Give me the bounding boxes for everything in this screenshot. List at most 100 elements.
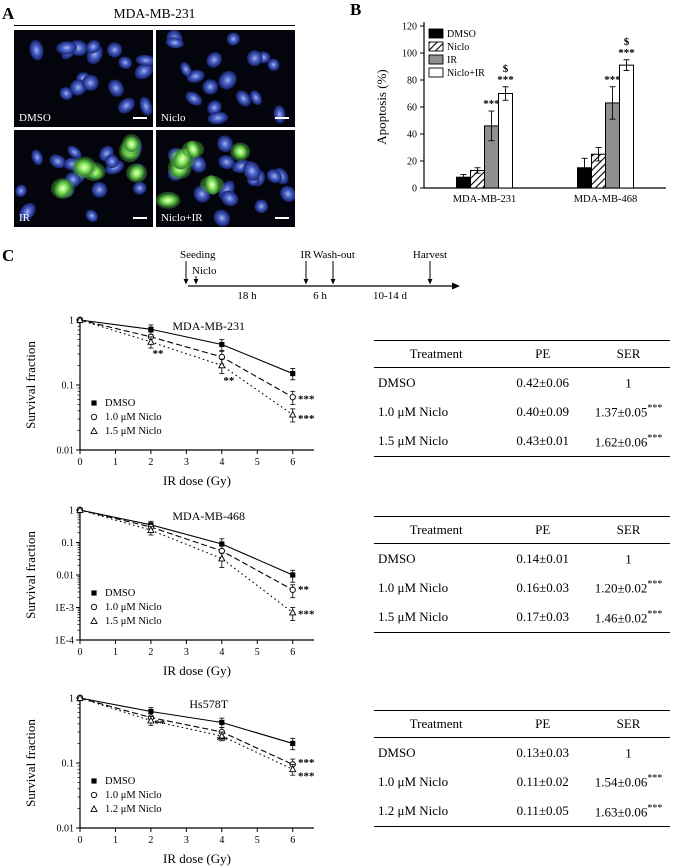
panel-b-label: B	[350, 0, 362, 19]
treatment-cell: 1.0 μM Niclo	[378, 773, 449, 789]
svg-text:0.1: 0.1	[62, 381, 75, 392]
apoptosis-bar-chart: 0 20 40 60 80 100 120 Apoptosis (%) *** *** $ MDA-M…	[372, 14, 674, 234]
svg-text:1.5 μM Niclo: 1.5 μM Niclo	[105, 616, 162, 627]
pe-cell: 0.43±0.01	[498, 426, 588, 457]
svg-text:**: **	[154, 718, 166, 730]
significance-stars: ***	[647, 802, 663, 814]
svg-text:Niclo+IR: Niclo+IR	[447, 68, 485, 79]
svg-text:100: 100	[402, 49, 417, 60]
svg-text:Survival fraction: Survival fraction	[23, 341, 38, 429]
svg-text:0: 0	[78, 457, 83, 468]
svg-text:10-14 d: 10-14 d	[373, 290, 407, 302]
svg-text:MDA-MB-468: MDA-MB-468	[574, 194, 638, 205]
treatment-cell: 1.2 μM Niclo	[374, 796, 499, 827]
svg-text:0: 0	[78, 835, 83, 846]
svg-text:1: 1	[113, 835, 118, 846]
scale-bar	[133, 216, 147, 219]
svg-text:***: ***	[298, 393, 315, 405]
ser-value: 1	[625, 745, 632, 761]
svg-text:**: **	[153, 348, 165, 360]
svg-text:IR: IR	[447, 55, 457, 66]
svg-text:5: 5	[255, 835, 260, 846]
svg-text:IR dose (Gy): IR dose (Gy)	[163, 663, 231, 678]
svg-text:1: 1	[69, 694, 74, 705]
svg-text:1: 1	[113, 647, 118, 658]
line-chart-svg: 0 1 2 3 4 5 6 1 0.1 0.01 MDA-MB-231 DMSO 1.0 μM Nicl…	[23, 316, 315, 489]
ser-cell: 1	[587, 368, 670, 398]
micro-image-label: DMSO	[19, 112, 51, 124]
svg-text:***: ***	[298, 609, 315, 621]
ser-value: 1.20±0.02	[594, 580, 648, 596]
panel-c-label: C	[2, 246, 15, 265]
panel-a-label: A	[2, 4, 15, 23]
svg-text:MDA-MB-231: MDA-MB-231	[453, 194, 517, 205]
svg-text:***: ***	[483, 98, 500, 110]
line-chart-svg: 0 1 2 3 4 5 6 1 0.1 0.01 Hs578T DMSO 1.0 μM Niclo 1.2…	[23, 694, 315, 867]
svg-text:80: 80	[407, 76, 417, 87]
svg-text:Hs578T: Hs578T	[189, 697, 228, 711]
timeline-svg: Seeding Niclo IR Wash-out Harvest 18 h 6 h 10-1…	[180, 249, 460, 302]
treatment-cell: 1.5 μM Niclo	[374, 602, 499, 633]
svg-text:0.1: 0.1	[62, 759, 75, 770]
pe-cell: 0.11±0.05	[498, 796, 588, 827]
svg-text:***: ***	[604, 74, 621, 86]
col-ser: SER	[587, 710, 670, 738]
svg-text:1.0 μM Niclo: 1.0 μM Niclo	[105, 602, 162, 613]
survival-plot-mda-mb-468: 0 1 2 3 4 5 6 1 0.1 0.01 1E-3 1E-4 MDA-MB-468 DMSO 1.0…	[22, 498, 332, 680]
svg-text:IR: IR	[301, 249, 313, 261]
col-pe: PE	[498, 710, 588, 738]
table-row: 1.5 μM Niclo 0.43±0.01 1.62±0.06***	[374, 426, 670, 457]
scale-bar	[275, 216, 289, 219]
significance-stars: ***	[647, 432, 663, 444]
ser-cell: 1	[587, 738, 670, 768]
svg-text:**: **	[223, 375, 235, 387]
micro-image-niclo-ir: Niclo+IR	[156, 130, 295, 227]
micro-image-label: Niclo+IR	[161, 212, 203, 224]
svg-text:2: 2	[148, 835, 153, 846]
svg-text:1.5 μM Niclo: 1.5 μM Niclo	[105, 426, 162, 437]
svg-text:0.01: 0.01	[57, 571, 75, 582]
svg-text:***: ***	[618, 47, 635, 59]
svg-text:Wash-out: Wash-out	[313, 249, 355, 261]
svg-text:***: ***	[298, 413, 315, 425]
treatment-cell: 1.0 μM Niclo	[378, 403, 449, 419]
svg-text:1.0 μM Niclo: 1.0 μM Niclo	[105, 790, 162, 801]
scale-bar	[275, 116, 289, 119]
treatment-cell: DMSO	[378, 550, 416, 566]
experiment-timeline: Seeding Niclo IR Wash-out Harvest 18 h 6 h 10-1…	[180, 248, 470, 306]
svg-text:1.2 μM Niclo: 1.2 μM Niclo	[105, 804, 162, 815]
table-row: 1.0 μM Niclo 0.16±0.03 1.20±0.02***	[374, 573, 670, 602]
table-row: DMSO 0.13±0.03 1	[374, 738, 670, 768]
treatment-cell: 1.0 μM Niclo	[378, 579, 449, 595]
svg-text:**: **	[216, 735, 228, 747]
panel-a-title: MDA-MB-231	[14, 6, 295, 26]
table-row: DMSO 0.14±0.01 1	[374, 544, 670, 574]
survival-plot-hs578t: 0 1 2 3 4 5 6 1 0.1 0.01 Hs578T DMSO 1.0 μM Niclo 1.2…	[22, 686, 332, 868]
svg-text:0: 0	[412, 184, 417, 195]
svg-text:3: 3	[184, 647, 189, 658]
svg-text:1E-4: 1E-4	[55, 636, 74, 647]
micro-image-label: Niclo	[161, 112, 186, 124]
pe-cell: 0.13±0.03	[516, 744, 570, 760]
table-header-row: Treatment PE SER	[374, 340, 670, 368]
svg-text:1E-3: 1E-3	[55, 603, 74, 614]
fluorescence-micrograph	[14, 30, 153, 127]
svg-text:120: 120	[402, 22, 417, 33]
svg-text:2: 2	[148, 647, 153, 658]
treatment-cell: DMSO	[378, 744, 416, 760]
micro-image-label: IR	[19, 212, 30, 224]
svg-text:DMSO: DMSO	[105, 398, 136, 409]
ser-table: Treatment PE SER DMSO 0.42±0.06 1 1.0 μM…	[374, 340, 670, 457]
pe-cell: 0.40±0.09	[516, 403, 570, 419]
treatment-cell: 1.5 μM Niclo	[374, 426, 499, 457]
ser-value: 1.62±0.06	[594, 433, 648, 449]
svg-text:***: ***	[298, 757, 315, 769]
svg-text:MDA-MB-468: MDA-MB-468	[172, 509, 245, 523]
svg-text:5: 5	[255, 457, 260, 468]
svg-text:***: ***	[497, 74, 514, 86]
table-header-row: Treatment PE SER	[374, 516, 670, 544]
table-row: 1.0 μM Niclo 0.11±0.02 1.54±0.06***	[374, 767, 670, 796]
table-row: 1.0 μM Niclo 0.40±0.09 1.37±0.05***	[374, 397, 670, 426]
ser-value: 1	[625, 375, 632, 391]
